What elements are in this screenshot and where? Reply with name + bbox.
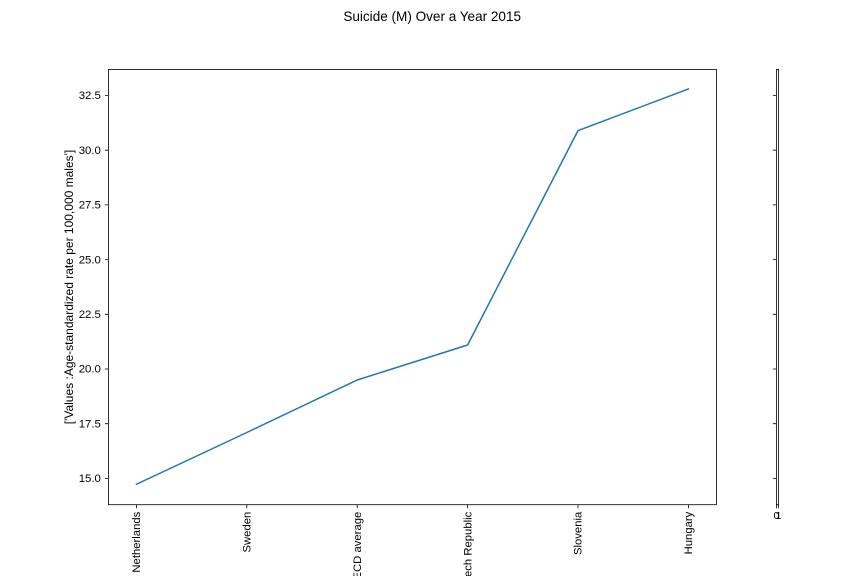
svg-text:Hungary: Hungary xyxy=(683,511,695,554)
svg-text:32.5: 32.5 xyxy=(79,90,101,102)
svg-text:OECD average: OECD average xyxy=(352,512,364,576)
svg-text:Czech Republic: Czech Republic xyxy=(462,511,474,576)
svg-text:30.0: 30.0 xyxy=(79,145,101,157)
svg-text:22.5: 22.5 xyxy=(79,309,101,321)
svg-text:Sweden: Sweden xyxy=(242,512,254,553)
svg-text:0: 0 xyxy=(773,510,779,522)
svg-text:15.0: 15.0 xyxy=(79,473,101,485)
svg-text:17.5: 17.5 xyxy=(79,418,101,430)
svg-text:Netherlands: Netherlands xyxy=(131,511,143,572)
svg-text:['Values :Age-standardized rat: ['Values :Age-standardized rate per 100,… xyxy=(62,150,76,425)
svg-text:Slovenia: Slovenia xyxy=(573,511,585,555)
svg-text:27.5: 27.5 xyxy=(79,200,101,212)
svg-text:25.0: 25.0 xyxy=(79,254,101,266)
svg-text:20.0: 20.0 xyxy=(79,364,101,376)
svg-text:Suicide (M) Over a Year 2015: Suicide (M) Over a Year 2015 xyxy=(343,9,521,24)
svg-text:1: 1 xyxy=(776,510,782,522)
